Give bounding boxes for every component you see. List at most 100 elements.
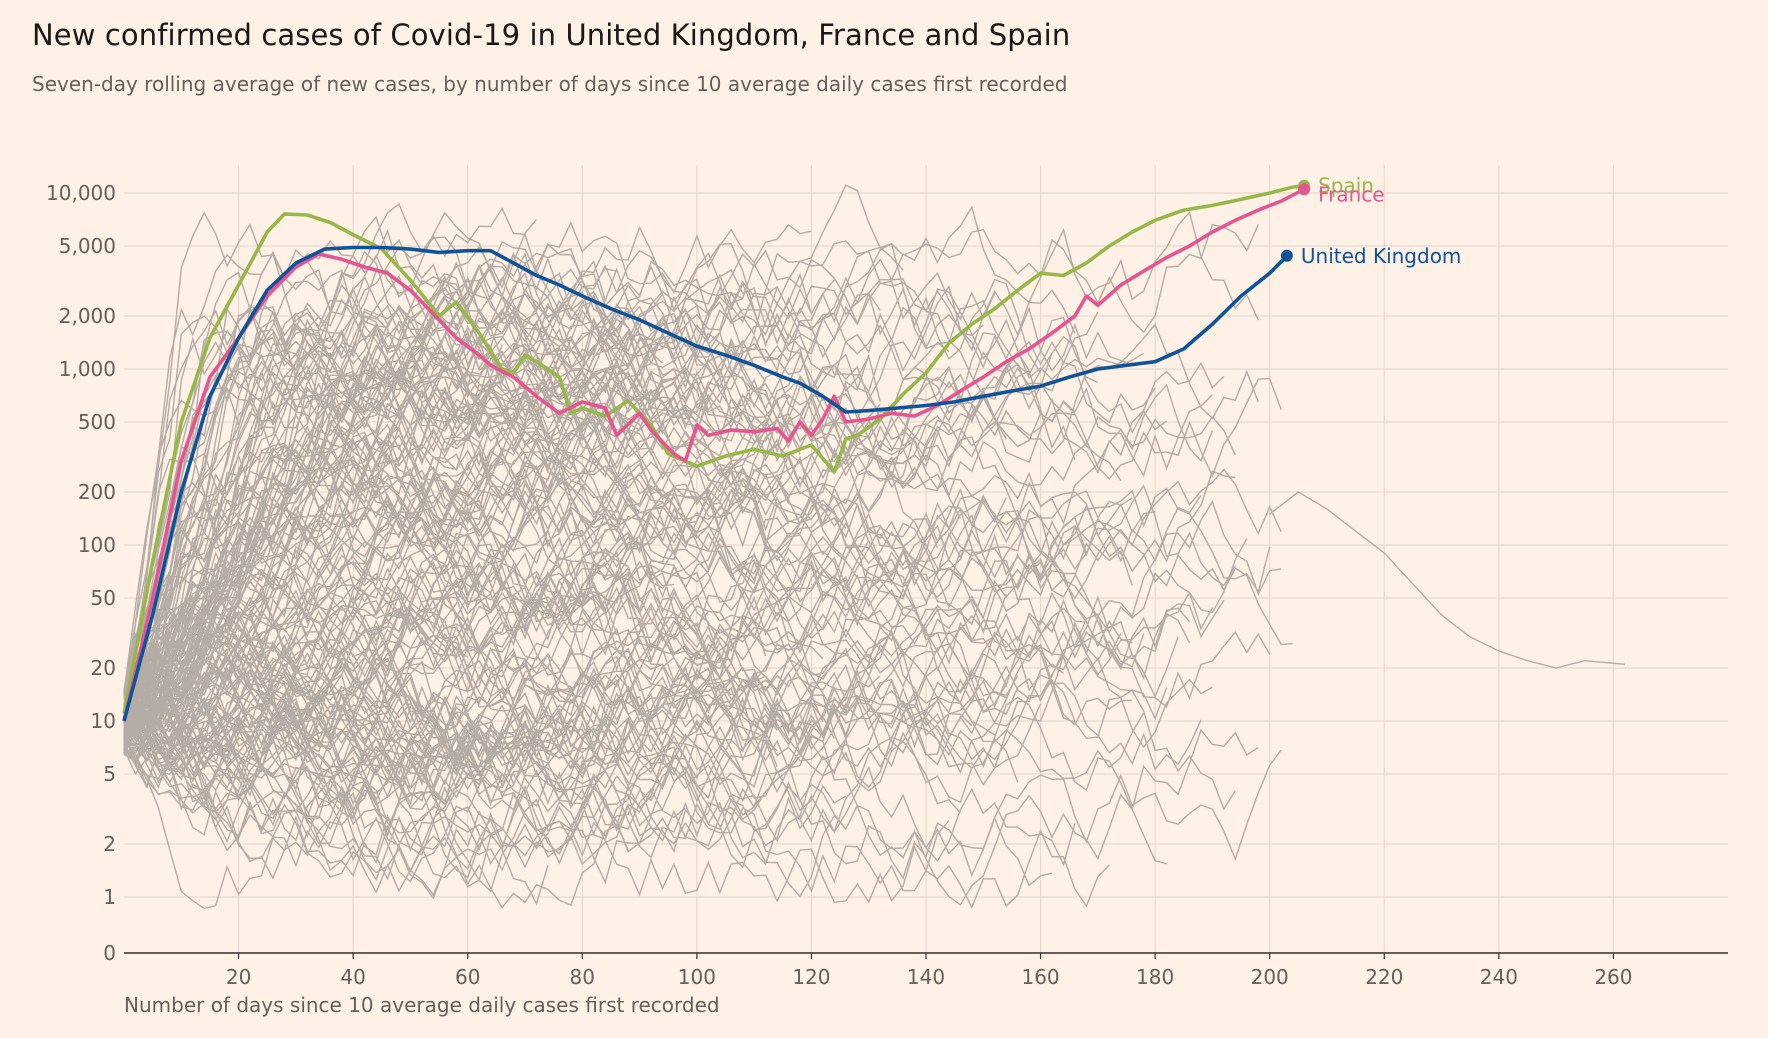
y-tick-label: 1,000: [59, 357, 116, 381]
y-tick-label: 5: [103, 762, 116, 786]
country-line: [123, 702, 1282, 893]
country-line: [123, 676, 824, 805]
country-line: [123, 680, 996, 910]
y-tick-label: 5,000: [59, 234, 116, 258]
other-countries-lines: [123, 184, 1625, 910]
country-line: [123, 664, 572, 786]
y-tick-label: 2,000: [59, 304, 116, 328]
series-endpoint-france: [1298, 183, 1311, 196]
country-line: [123, 471, 1133, 731]
chart-subtitle: Seven-day rolling average of new cases, …: [32, 72, 1068, 96]
country-line: [123, 600, 767, 754]
x-axis-label: Number of days since 10 average daily ca…: [124, 993, 720, 1017]
series-label-united-kingdom: United Kingdom: [1301, 244, 1462, 268]
country-line: [123, 685, 847, 847]
country-line: [123, 531, 674, 762]
x-tick-label: 80: [570, 965, 595, 989]
country-line: [123, 353, 629, 712]
chart-title: New confirmed cases of Covid-19 in Unite…: [32, 18, 1071, 52]
country-line: [123, 529, 789, 738]
country-line: [123, 518, 916, 718]
country-line: [123, 284, 1133, 731]
country-line: [123, 242, 984, 707]
country-line: [123, 602, 1271, 728]
x-tick-label: 40: [340, 965, 365, 989]
country-line: [123, 215, 538, 708]
country-line: [123, 494, 1282, 700]
y-tick-label: 10,000: [46, 181, 116, 205]
country-line: [123, 455, 1007, 749]
x-tick-label: 140: [907, 965, 945, 989]
country-line: [123, 264, 664, 746]
x-tick-label: 120: [792, 965, 830, 989]
series-label-france: France: [1318, 182, 1385, 206]
country-line: [123, 542, 1191, 746]
country-line: [123, 271, 606, 714]
country-line: [123, 679, 778, 806]
country-line: [123, 306, 526, 735]
y-tick-label: 500: [78, 410, 116, 434]
country-line: [123, 576, 1214, 733]
country-line: [123, 425, 1236, 718]
country-line: [123, 503, 1133, 731]
y-tick-label: 0: [103, 941, 116, 965]
country-line: [123, 309, 1030, 715]
x-tick-label: 220: [1365, 965, 1403, 989]
country-line: [123, 692, 1053, 887]
x-tick-label: 240: [1480, 965, 1518, 989]
country-line: [123, 236, 778, 740]
country-line: [123, 377, 1282, 709]
series-line-france: [122, 187, 1305, 722]
country-line: [123, 482, 1191, 695]
country-line: [123, 687, 961, 819]
country-line: [123, 369, 1076, 705]
y-tick-label: 1: [103, 885, 116, 909]
country-line: [123, 444, 858, 731]
country-line: [123, 645, 858, 805]
country-line: [123, 748, 767, 881]
x-tick-label: 100: [678, 965, 716, 989]
series-endpoint-united-kingdom: [1280, 249, 1293, 262]
country-line: [123, 715, 686, 909]
country-line: [123, 375, 652, 744]
country-line: [123, 267, 870, 721]
y-tick-label: 200: [78, 480, 116, 504]
series-line-united-kingdom: [122, 245, 1289, 722]
country-line: [123, 221, 812, 691]
country-line: [123, 705, 1076, 885]
series-line-spain: [122, 183, 1305, 715]
country-line: [123, 693, 950, 904]
country-line: [123, 377, 1214, 729]
x-tick-label: 60: [455, 965, 480, 989]
y-tick-label: 20: [91, 656, 116, 680]
country-line: [123, 252, 617, 732]
country-line: [123, 250, 1042, 712]
country-line: [1269, 491, 1625, 669]
y-tick-label: 100: [78, 533, 116, 557]
x-tick-label: 180: [1136, 965, 1174, 989]
country-line: [123, 512, 893, 747]
country-line: [123, 368, 766, 745]
country-line: [123, 481, 1225, 702]
x-tick-label: 160: [1021, 965, 1059, 989]
country-line: [123, 632, 469, 754]
series-label-spain: Spain: [1318, 174, 1374, 198]
country-line: [123, 524, 1087, 781]
y-tick-label: 50: [91, 586, 116, 610]
country-line: [123, 665, 1076, 843]
country-line: [123, 650, 1042, 777]
y-tick-label: 2: [103, 832, 116, 856]
country-line: [123, 495, 1202, 712]
country-line: [123, 637, 835, 771]
x-tick-label: 200: [1251, 965, 1289, 989]
x-tick-label: 260: [1594, 965, 1632, 989]
x-tick-label: 20: [226, 965, 251, 989]
country-line: [123, 467, 1133, 727]
country-line: [123, 391, 1236, 737]
y-tick-label: 10: [91, 709, 116, 733]
country-line: [123, 692, 1110, 910]
country-line: [123, 309, 1168, 751]
country-line: [123, 249, 881, 714]
